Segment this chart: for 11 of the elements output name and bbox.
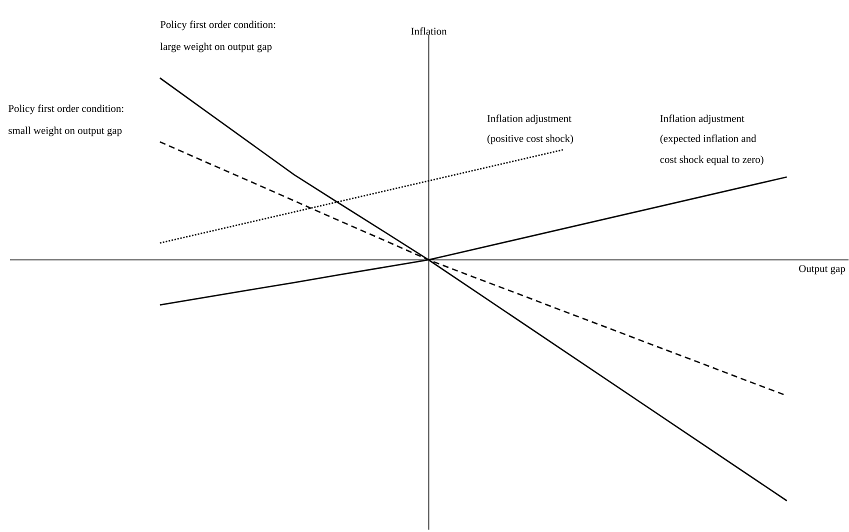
annotation: cost shock equal to zero) — [660, 156, 764, 166]
text: small weight on output gap — [8, 126, 122, 136]
annotation: Inflation adjustment — [487, 114, 572, 124]
text: Policy first order condition: — [160, 20, 276, 30]
x-axis-title: Output gap — [799, 265, 845, 274]
text: large weight on output gap — [160, 42, 272, 52]
text: Policy first order condition: — [8, 104, 124, 114]
annotation: Inflation adjustment — [660, 114, 744, 124]
annotation: (expected inflation and — [660, 134, 756, 144]
annotation: (positive cost shock) — [487, 134, 574, 144]
y-axis-title: Inflation — [411, 27, 447, 35]
